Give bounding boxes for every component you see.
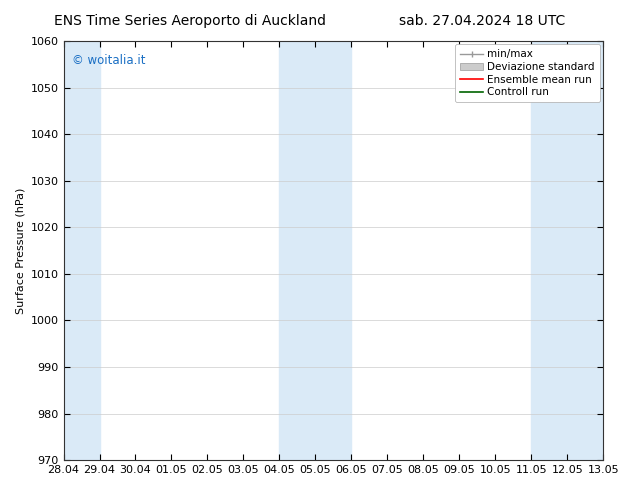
Text: © woitalia.it: © woitalia.it <box>72 53 145 67</box>
Bar <box>63 41 100 460</box>
Legend: min/max, Deviazione standard, Ensemble mean run, Controll run: min/max, Deviazione standard, Ensemble m… <box>455 44 600 102</box>
Text: ENS Time Series Aeroporto di Auckland: ENS Time Series Aeroporto di Auckland <box>54 14 327 28</box>
Text: sab. 27.04.2024 18 UTC: sab. 27.04.2024 18 UTC <box>399 14 565 28</box>
Bar <box>531 41 603 460</box>
Bar <box>280 41 351 460</box>
Y-axis label: Surface Pressure (hPa): Surface Pressure (hPa) <box>15 187 25 314</box>
